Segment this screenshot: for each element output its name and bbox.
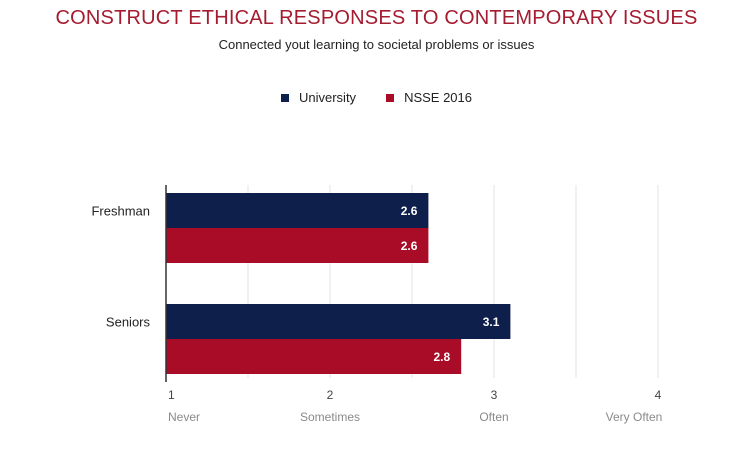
scale-label: Often <box>479 410 508 424</box>
chart-title: CONSTRUCT ETHICAL RESPONSES TO CONTEMPOR… <box>55 7 698 29</box>
legend-item-nsse: NSSE 2016 <box>386 90 472 105</box>
data-label: 2.6 <box>401 239 418 253</box>
scale-label: Sometimes <box>300 410 360 424</box>
legend-item-university: University <box>280 90 357 105</box>
bar-freshman-university <box>166 193 429 228</box>
scale-label: Never <box>168 410 200 424</box>
chart-subtitle: Connected yout learning to societal prob… <box>218 37 535 52</box>
x-tick-label: 2 <box>327 388 334 402</box>
x-tick-label: 4 <box>655 388 662 402</box>
data-label: 2.8 <box>434 350 451 364</box>
scale-label: Very Often <box>606 410 663 424</box>
legend-label-nsse: NSSE 2016 <box>404 90 472 105</box>
bar-freshman-nsse <box>166 228 429 263</box>
legend-swatch-university <box>280 93 289 102</box>
bar-seniors-university <box>166 304 511 339</box>
data-label: 2.6 <box>401 204 418 218</box>
x-tick-label: 1 <box>168 388 175 402</box>
data-label: 3.1 <box>483 315 500 329</box>
legend-label-university: University <box>298 90 357 105</box>
legend-swatch-nsse <box>386 93 395 102</box>
category-label-seniors: Seniors <box>106 315 151 330</box>
category-label-freshman: Freshman <box>91 204 150 219</box>
x-tick-label: 3 <box>491 388 498 402</box>
legend: University NSSE 2016 <box>0 90 753 105</box>
bar-seniors-nsse <box>166 339 462 374</box>
